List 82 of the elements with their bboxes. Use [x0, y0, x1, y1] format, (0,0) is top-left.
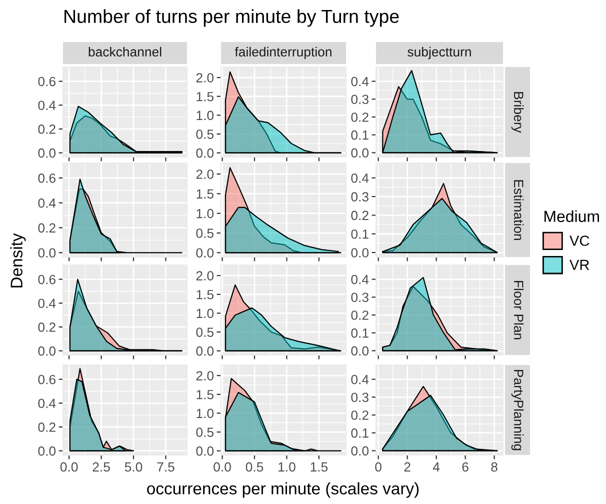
- y-tick-label: 0.4: [38, 298, 56, 308]
- y-tick-label: 0.4: [351, 274, 369, 284]
- y-tick-label: 0.0: [196, 248, 214, 258]
- legend-label: VR: [570, 260, 590, 270]
- y-tick-label: 0.6: [38, 76, 56, 86]
- y-tick-label: 0.2: [38, 223, 56, 233]
- y-tick-label: 0.4: [351, 173, 369, 183]
- y-tick-label: 1.0: [196, 110, 214, 120]
- x-tick-label: 2: [404, 462, 410, 472]
- x-tick-label: 0: [375, 462, 382, 472]
- y-tick-label: 0.0: [196, 148, 214, 158]
- y-tick-label: 0.5: [196, 328, 214, 337]
- y-tick-label: 2.0: [196, 73, 214, 82]
- y-tick-label: 0.2: [351, 112, 368, 122]
- x-tick-label: 7.5: [157, 462, 174, 472]
- y-tick-label: 0.0: [38, 346, 56, 356]
- y-tick-label: 0.3: [351, 94, 368, 104]
- x-tick-label: 0.0: [60, 462, 78, 472]
- y-tick-label: 0.4: [38, 100, 56, 110]
- y-tick-label: 0.5: [196, 428, 214, 437]
- y-tick-label: 0.2: [351, 310, 368, 320]
- x-tick-label: 4: [432, 462, 440, 472]
- text: Bribery: [511, 92, 524, 133]
- y-tick-label: 0.2: [351, 210, 368, 220]
- x-tick-label: 6: [462, 462, 468, 472]
- y-tick-label: 1.0: [196, 308, 214, 318]
- y-tick-label: 1.5: [196, 92, 214, 102]
- text: PartyPlanning: [511, 370, 524, 450]
- x-tick-label: 0.0: [214, 462, 231, 472]
- y-tick-label: 0.2: [38, 124, 56, 134]
- text: Estimation: [514, 180, 524, 240]
- x-tick-label: 5.0: [124, 462, 142, 472]
- y-tick-label: 1.0: [196, 408, 214, 418]
- y-tick-label: 0.2: [38, 322, 56, 332]
- y-tick-label: 0.0: [38, 148, 56, 158]
- y-tick-label: 0.3: [351, 192, 368, 202]
- y-tick-label: 0.1: [351, 229, 368, 239]
- y-tick-label: 0.1: [351, 328, 368, 338]
- y-tick-label: 2.0: [196, 170, 214, 179]
- legend-title: Medium: [544, 210, 599, 222]
- y-tick-label: 1.0: [196, 208, 214, 218]
- text: Number of turns per minute by Turn type: [64, 9, 399, 27]
- y-tick-label: 0.4: [38, 398, 56, 408]
- y-tick-label: 1.5: [196, 290, 214, 300]
- y-tick-label: 0.0: [38, 248, 56, 258]
- y-tick-label: 0.0: [351, 346, 369, 356]
- y-tick-label: 0.2: [351, 410, 368, 420]
- y-tick-label: 0.3: [351, 392, 368, 402]
- y-tick-label: 0.0: [38, 446, 56, 456]
- y-tick-label: 0.0: [351, 148, 369, 158]
- y-tick-label: 1.5: [196, 189, 214, 199]
- text: Floor Plan: [514, 281, 524, 340]
- x-tick-label: 2.5: [92, 462, 110, 472]
- y-tick-label: 0.0: [196, 446, 214, 456]
- x-tick-label: 0.5: [246, 462, 264, 472]
- y-tick-label: 2.0: [196, 271, 214, 280]
- text: failedinterruption: [234, 46, 332, 60]
- y-tick-label: 1.5: [196, 390, 214, 400]
- y-tick-label: 0.4: [351, 76, 369, 86]
- y-axis-title: Density: [10, 233, 26, 288]
- y-tick-label: 0.5: [196, 228, 214, 238]
- text: subjectturn: [408, 46, 471, 60]
- y-tick-label: 0.6: [38, 174, 56, 183]
- y-tick-label: 0.6: [38, 274, 56, 284]
- y-tick-label: 0.0: [351, 446, 369, 456]
- y-tick-label: 0.4: [351, 374, 369, 384]
- x-axis-title: occurrences per minute (scales vary): [147, 482, 419, 498]
- y-tick-label: 0.6: [38, 374, 56, 384]
- x-tick-label: 8: [491, 462, 498, 472]
- y-tick-label: 0.2: [38, 422, 56, 432]
- y-tick-label: 0.5: [196, 130, 214, 139]
- y-tick-label: 0.4: [38, 198, 56, 208]
- legend-label: VC: [570, 236, 590, 246]
- x-tick-label: 1.5: [310, 462, 328, 472]
- text: backchannel: [88, 46, 162, 57]
- y-tick-label: 0.0: [196, 346, 214, 356]
- y-tick-label: 0.0: [351, 248, 369, 258]
- y-tick-label: 0.3: [351, 292, 368, 302]
- y-tick-label: 0.1: [351, 130, 368, 140]
- y-tick-label: 2.0: [196, 371, 214, 380]
- x-tick-label: 1.0: [278, 462, 296, 472]
- y-tick-label: 0.1: [351, 428, 368, 438]
